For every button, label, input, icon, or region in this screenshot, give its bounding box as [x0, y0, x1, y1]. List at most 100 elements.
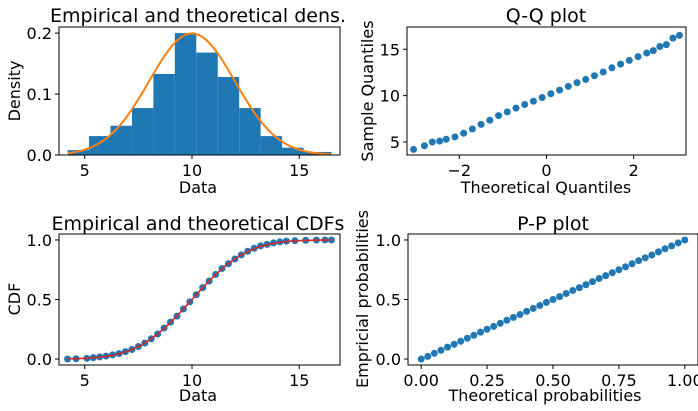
qq-point	[420, 142, 428, 150]
density-theoretical-curve	[67, 32, 332, 156]
density-frame	[58, 26, 341, 156]
density-histogram-bar	[89, 136, 111, 155]
density-ytick-label: 0.0	[27, 146, 52, 165]
cdf-xtick-label: 10	[182, 371, 202, 390]
pp-point	[622, 263, 629, 271]
qq-xtick-label: 2	[629, 161, 639, 180]
qq-point	[617, 60, 625, 68]
qq-point	[556, 86, 564, 94]
pp-point	[595, 275, 603, 283]
pp-point	[437, 346, 445, 354]
density-histogram-bar	[217, 76, 240, 155]
qq-point	[564, 82, 572, 90]
pp-point	[582, 281, 590, 289]
qq-point	[521, 100, 529, 108]
pp-point	[668, 242, 676, 250]
pp-point	[628, 260, 636, 268]
pp-ytick-label: 0.0	[376, 350, 401, 369]
pp-point	[470, 331, 478, 339]
pp-point	[602, 272, 610, 280]
pp-point	[516, 311, 524, 319]
density-histogram-bar	[196, 52, 218, 155]
qq-point	[634, 53, 642, 61]
pp-frame	[407, 233, 698, 366]
density-panel: Empirical and theoretical dens. 5 10 15 0.0…	[5, 5, 346, 197]
qq-point	[538, 93, 546, 101]
pp-point	[562, 290, 570, 298]
pp-title: P-P plot	[517, 213, 589, 235]
pp-xtick-label: 0.25	[469, 371, 505, 390]
cdf-point	[64, 355, 72, 363]
qq-xtick-label: −2	[448, 161, 472, 180]
density-xtick-label: 5	[80, 161, 90, 180]
pp-xtick-label: 0.50	[535, 371, 571, 390]
cdf-point	[327, 236, 335, 244]
qq-point	[675, 31, 683, 39]
qq-xlabel: Theoretical Quantiles	[460, 178, 632, 197]
cdf-theoretical-curve	[67, 239, 332, 360]
density-histogram-bar	[67, 150, 90, 155]
qq-point	[547, 90, 555, 98]
cdf-xtick-label: 15	[289, 371, 309, 390]
qq-point	[428, 138, 436, 146]
qq-point	[486, 116, 494, 124]
qq-point	[495, 112, 503, 120]
pp-point	[681, 236, 689, 244]
pp-xtick-label: 0.75	[601, 371, 637, 390]
pp-point	[523, 307, 531, 315]
density-ytick-label: 0.1	[27, 85, 52, 104]
pp-point	[641, 254, 649, 262]
qq-xtick-label: 0	[541, 161, 551, 180]
qq-point	[669, 34, 677, 42]
pp-point	[450, 340, 458, 348]
cdf-title: Empirical and theoretical CDFs	[52, 213, 345, 235]
pp-point	[635, 257, 643, 265]
qq-point	[460, 129, 468, 137]
density-xtick-label: 15	[289, 161, 309, 180]
cdf-frame	[58, 233, 341, 366]
qq-ytick-label: 15	[380, 40, 400, 59]
pp-point	[444, 343, 452, 351]
pp-panel: P-P plot 0.00 0.25 0.50 0.75 1.00 0.0 0.5 1.0 T…	[353, 210, 698, 405]
cdf-plot-area: 5 10 15 0.0 0.5 1.0	[27, 231, 335, 390]
pp-point	[477, 328, 484, 336]
pp-point	[509, 313, 517, 321]
pp-point	[648, 251, 656, 259]
pp-point	[654, 248, 662, 256]
pp-ylabel: Empricial probabilities	[353, 210, 372, 388]
pp-point	[483, 325, 491, 333]
pp-point	[615, 266, 623, 274]
density-histogram-bar	[260, 136, 283, 155]
cdf-xtick-label: 5	[80, 371, 90, 390]
pp-point	[424, 352, 432, 360]
qq-title: Q-Q plot	[506, 5, 586, 27]
pp-xtick-label: 0.00	[403, 371, 439, 390]
pp-xlabel: Theoretical probabilities	[448, 386, 642, 405]
pp-plot-area: 0.00 0.25 0.50 0.75 1.00 0.0 0.5 1.0	[376, 231, 698, 390]
qq-point	[649, 47, 657, 55]
density-ytick-label: 0.2	[27, 24, 52, 43]
qq-point	[608, 64, 616, 72]
density-ylabel: Density	[5, 61, 24, 122]
qq-ytick-label: 10	[380, 87, 400, 106]
qq-point	[529, 97, 537, 105]
cdf-ytick-label: 0.0	[27, 350, 52, 369]
density-histogram-bar	[153, 73, 175, 155]
pp-point	[661, 245, 669, 253]
density-plot-area: 5 10 15 0.0 0.1 0.2	[27, 24, 332, 180]
pp-point	[463, 334, 471, 342]
qq-point	[451, 133, 459, 141]
pp-point	[496, 319, 504, 327]
pp-point	[490, 322, 498, 330]
pp-point	[536, 301, 544, 309]
pp-point	[529, 304, 537, 312]
pp-point	[575, 284, 583, 292]
pp-point	[457, 337, 465, 345]
qq-point	[503, 108, 511, 116]
qq-panel: Q-Q plot −2 0 2 5 10 15 Theoretical Quantiles…	[358, 5, 687, 197]
pp-xtick-label: 1.00	[667, 371, 698, 390]
cdf-panel: Empirical and theoretical CDFs 5 10 15 0.0 0…	[5, 213, 344, 405]
pp-point	[569, 286, 577, 294]
qq-point	[643, 49, 651, 57]
